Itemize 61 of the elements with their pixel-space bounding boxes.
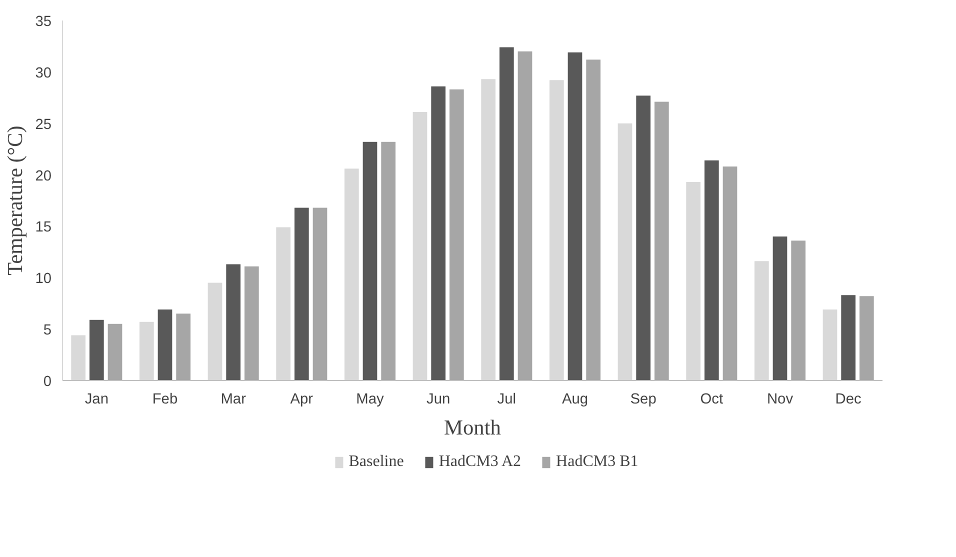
x-tick-label: Mar: [220, 392, 246, 408]
bar: [636, 96, 651, 380]
bar: [71, 335, 86, 380]
bar: [412, 112, 428, 380]
bar: [176, 314, 191, 380]
bar: [449, 89, 464, 380]
bar: [139, 322, 154, 380]
x-tick-label: Nov: [766, 392, 794, 408]
bar: [722, 166, 738, 380]
x-tick-label: Oct: [700, 392, 724, 408]
bar: [772, 236, 788, 380]
bar: [791, 240, 806, 380]
x-tick-label: Jul: [497, 392, 516, 408]
y-tick-label: 25: [35, 116, 52, 133]
y-tick-label: 10: [35, 271, 52, 288]
y-tick-label: 5: [43, 322, 52, 339]
x-tick-label: Aug: [562, 392, 588, 408]
y-axis-title: Temperature (°C): [3, 126, 28, 276]
bar: [481, 79, 496, 380]
y-tick-label: 30: [35, 65, 52, 82]
x-axis-title: Month: [444, 416, 502, 440]
y-tick-label: 35: [35, 14, 52, 30]
y-tick-label: 0: [43, 374, 52, 390]
x-tick-label: Dec: [835, 392, 862, 408]
bar: [226, 264, 241, 380]
bar: [276, 227, 291, 380]
x-tick-label: Jun: [426, 392, 450, 408]
bar: [158, 310, 172, 380]
bar: [549, 80, 564, 380]
bar: [686, 182, 701, 380]
x-tick-label: Apr: [290, 392, 314, 408]
bar: [431, 86, 446, 380]
y-tick-label: 15: [35, 220, 52, 236]
bar: [754, 261, 769, 380]
x-tick-label: May: [356, 392, 385, 408]
bar: [586, 60, 601, 380]
legend-label: HadCM3 A2: [438, 453, 522, 471]
legend-label: HadCM3 B1: [556, 453, 638, 471]
bar: [499, 47, 514, 380]
bar: [312, 208, 328, 380]
bar: [568, 52, 582, 380]
x-tick-label: Feb: [152, 392, 178, 408]
bar: [822, 310, 838, 380]
bar: [294, 208, 309, 380]
x-tick-label: Sep: [630, 392, 656, 408]
bar: [704, 160, 719, 380]
bar: [108, 324, 122, 380]
bar: [841, 295, 856, 380]
bar: [208, 282, 222, 380]
bar: [89, 320, 104, 380]
legend-label: Baseline: [348, 453, 404, 471]
bar: [618, 123, 632, 380]
bar: [344, 168, 359, 380]
bar: [244, 266, 259, 380]
x-tick-label: Jan: [84, 392, 108, 408]
bar: [362, 142, 378, 380]
bar: [518, 51, 532, 380]
bar: [859, 296, 874, 380]
bar: [381, 142, 396, 380]
bar: [654, 102, 669, 380]
y-tick-label: 20: [35, 168, 52, 184]
